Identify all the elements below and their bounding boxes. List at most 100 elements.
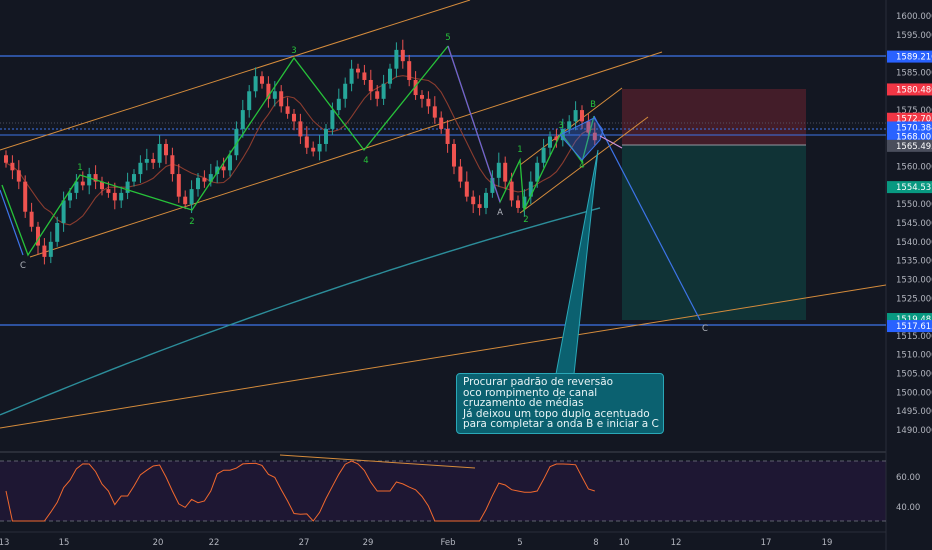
position-risk-zone[interactable] — [622, 89, 806, 145]
price-axis[interactable]: 1600.0001595.0001585.0001575.0001565.000… — [896, 12, 932, 436]
candle-body — [573, 110, 578, 122]
candle-body — [119, 192, 124, 201]
time-tick-label: 22 — [209, 538, 220, 548]
candle-body — [208, 174, 213, 182]
price-tag-label: 1589.216 — [896, 53, 932, 63]
time-tick-label: 19 — [822, 538, 833, 548]
long-trend-line[interactable] — [0, 284, 886, 429]
rsi-divergence-line[interactable] — [279, 454, 476, 469]
candle-body — [554, 136, 559, 141]
candle-body — [522, 196, 527, 208]
candle-body — [23, 181, 28, 212]
wave-a-line[interactable] — [447, 45, 501, 203]
time-axis[interactable]: 13 15 20 22 27 29 Feb 5 8 10 12 17 19 — [0, 538, 832, 548]
annotation-line-2: oco rompimento de canal — [463, 386, 598, 399]
position-target-zone[interactable] — [622, 145, 806, 320]
candle-body — [196, 177, 200, 190]
channel-lower-line[interactable] — [29, 51, 663, 258]
candle-body — [432, 106, 437, 118]
candle-body — [42, 245, 47, 257]
price-tick-label: 1500.000 — [896, 388, 932, 398]
wave-label-3: 3 — [291, 46, 296, 56]
candle-body — [10, 162, 15, 171]
candle-body — [464, 181, 469, 197]
candle-body — [247, 91, 252, 111]
wave-label-5: 5 — [445, 33, 450, 43]
price-tick-label: 1515.000 — [896, 332, 932, 342]
candle-body — [362, 72, 367, 80]
rsi-line — [5, 460, 595, 522]
price-tick-label: 1545.000 — [896, 219, 932, 229]
breakdown-arrow — [599, 135, 623, 149]
candle-body — [285, 106, 290, 114]
wave-label-sub-3: 3 — [558, 121, 563, 131]
candle-body — [253, 76, 258, 92]
candle-body — [445, 128, 450, 144]
price-tag-label: 1570.384 — [896, 123, 932, 133]
wedge-lower-line[interactable] — [519, 116, 649, 214]
candle-body — [471, 196, 476, 205]
projected-wave-c[interactable] — [593, 115, 701, 321]
price-tag-label: 1519.485 — [896, 315, 932, 325]
time-tick-label: 27 — [299, 538, 310, 548]
candle-body — [48, 241, 53, 257]
candle-body — [132, 174, 136, 182]
price-tag-label: 1580.486 — [896, 85, 932, 95]
annotation-callout[interactable]: Procurar padrão de reversão oco rompimen… — [456, 373, 664, 434]
wedge-shape[interactable] — [559, 117, 604, 161]
channel-upper-line[interactable] — [0, 0, 471, 151]
price-tick-label: 1510.000 — [896, 351, 932, 361]
candle-body — [93, 174, 98, 182]
prior-wave-segment[interactable] — [0, 189, 24, 256]
price-tag-box — [887, 181, 932, 194]
candle-body — [202, 177, 207, 182]
time-tick-label: 20 — [153, 538, 164, 548]
time-tick-label: 8 — [593, 538, 598, 548]
wave-label-c-target: C — [702, 324, 708, 334]
candle-body — [100, 181, 104, 190]
candle-body — [509, 181, 514, 201]
candle-body — [413, 79, 418, 96]
candle-body — [298, 121, 303, 137]
price-tick-label: 1585.000 — [896, 68, 932, 78]
time-tick-label: 5 — [517, 538, 522, 548]
price-tag-label: 1565.495 — [896, 142, 932, 152]
candle-body — [426, 98, 431, 107]
price-tick-label: 1530.000 — [896, 275, 932, 285]
price-tick-label: 1595.000 — [896, 31, 932, 41]
annotation-line-4: Já deixou um topo duplo acentuado — [463, 407, 650, 420]
candle-body — [484, 192, 488, 208]
wave-label-2: 2 — [189, 217, 194, 227]
price-tick-label: 1550.000 — [896, 200, 932, 210]
candle-body — [272, 91, 277, 99]
candle-body — [349, 68, 354, 84]
candle-body — [368, 79, 373, 92]
candle-body — [452, 143, 456, 167]
candle-body — [61, 200, 66, 223]
rsi-tick-60: 60.00 — [896, 473, 920, 483]
candle-body — [516, 200, 520, 208]
annotation-line-3: cruzamento de médias — [463, 397, 584, 410]
wave-label-sub-2: 2 — [523, 215, 528, 225]
annotation-line-1: Procurar padrão de reversão — [463, 376, 614, 388]
candle-body — [420, 95, 424, 99]
candle-body — [112, 192, 117, 201]
candle-body — [266, 83, 271, 99]
impulse-wave-path[interactable] — [1, 45, 449, 257]
candle-body — [74, 181, 79, 193]
candle-body — [477, 204, 482, 208]
candle-body — [336, 98, 341, 111]
candle-body — [407, 61, 412, 80]
candle-body — [260, 76, 264, 84]
price-tick-label: 1505.000 — [896, 370, 932, 380]
time-tick-label: 10 — [619, 538, 630, 548]
wave-label-c-prior: C — [20, 261, 26, 271]
price-tag-label: 1517.615 — [896, 322, 932, 332]
candle-body — [567, 121, 572, 129]
candle-body — [55, 223, 60, 242]
wave-label-sub-4: 4 — [579, 161, 584, 171]
candle-body — [388, 68, 392, 84]
candle-body — [234, 128, 239, 156]
candle-body — [170, 155, 175, 175]
